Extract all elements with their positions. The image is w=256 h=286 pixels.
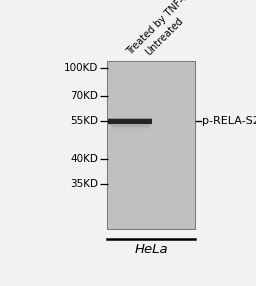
Text: p-RELA-S276: p-RELA-S276 [202,116,256,126]
Text: 100KD: 100KD [64,63,99,74]
Text: Untreated: Untreated [143,16,185,57]
Text: HeLa: HeLa [134,243,168,256]
Text: 40KD: 40KD [71,154,99,164]
Text: 55KD: 55KD [70,116,99,126]
Bar [108,61,195,229]
Text: 70KD: 70KD [71,91,99,101]
Text: 35KD: 35KD [70,179,99,189]
Text: Treated by TNF-α: Treated by TNF-α [125,0,191,57]
